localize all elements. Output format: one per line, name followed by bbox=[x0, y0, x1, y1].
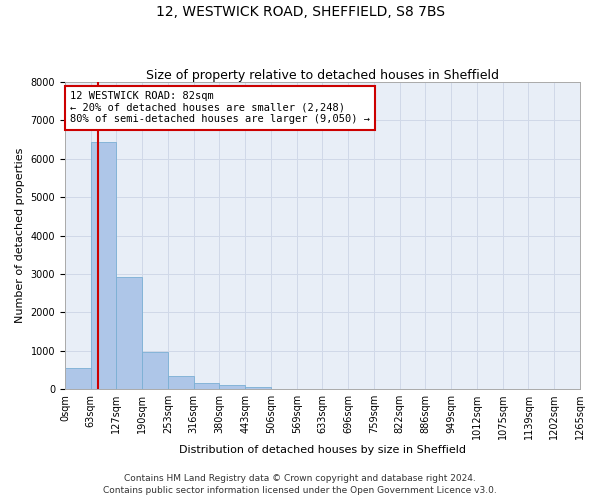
Y-axis label: Number of detached properties: Number of detached properties bbox=[15, 148, 25, 323]
Bar bbox=[245, 386, 271, 389]
Bar bbox=[142, 352, 168, 389]
Bar bbox=[91, 142, 116, 389]
X-axis label: Distribution of detached houses by size in Sheffield: Distribution of detached houses by size … bbox=[179, 445, 466, 455]
Bar bbox=[65, 368, 91, 389]
Text: Contains HM Land Registry data © Crown copyright and database right 2024.
Contai: Contains HM Land Registry data © Crown c… bbox=[103, 474, 497, 495]
Bar bbox=[194, 383, 220, 389]
Text: 12, WESTWICK ROAD, SHEFFIELD, S8 7BS: 12, WESTWICK ROAD, SHEFFIELD, S8 7BS bbox=[155, 5, 445, 19]
Text: 12 WESTWICK ROAD: 82sqm
← 20% of detached houses are smaller (2,248)
80% of semi: 12 WESTWICK ROAD: 82sqm ← 20% of detache… bbox=[70, 91, 370, 124]
Bar bbox=[168, 376, 194, 389]
Title: Size of property relative to detached houses in Sheffield: Size of property relative to detached ho… bbox=[146, 69, 499, 82]
Bar bbox=[220, 385, 245, 389]
Bar bbox=[116, 276, 142, 389]
